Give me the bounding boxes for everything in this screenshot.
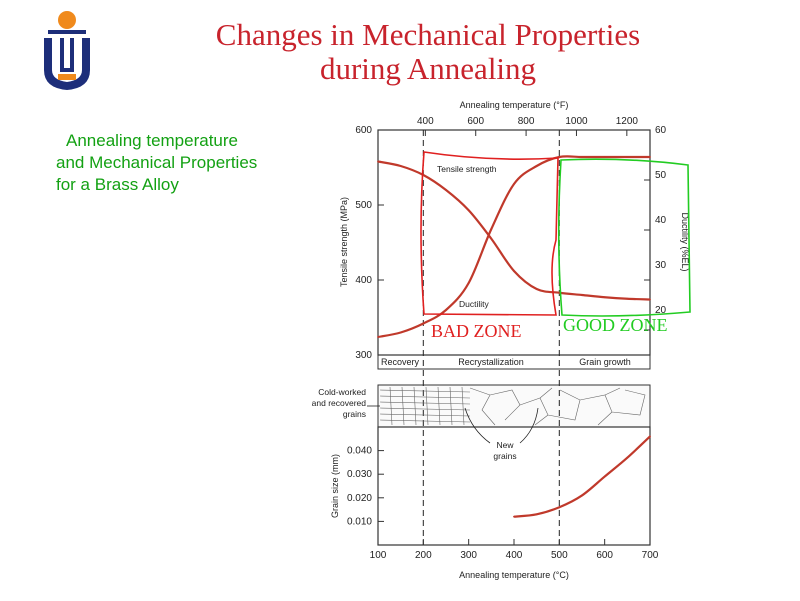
tensile-tick-label: 300 xyxy=(355,350,372,361)
new-grains-pointer-1 xyxy=(464,407,491,444)
series-label-tensile: Tensile strength xyxy=(437,164,497,174)
data-point-grain-size xyxy=(558,506,561,509)
data-point-ductility xyxy=(558,156,561,158)
data-point-ductility xyxy=(377,336,379,338)
fahrenheit-tick-label: 1200 xyxy=(616,116,639,127)
data-point-grain-size xyxy=(649,435,651,438)
region-recrystallization: Recrystallization xyxy=(458,357,524,367)
slide-title-line2: during Annealing xyxy=(319,51,537,86)
grain-size-tick-label: 0.020 xyxy=(347,493,372,504)
data-point-ductility xyxy=(603,156,606,158)
data-point-ductility xyxy=(581,156,583,158)
university-logo-icon xyxy=(44,11,90,90)
data-point-tensile-strength xyxy=(490,237,493,240)
ylabel-grain-size: Grain size (mm) xyxy=(330,454,340,518)
xlabel-temperature: Annealing temperature (°C) xyxy=(459,570,569,580)
data-point-tensile-strength xyxy=(445,189,447,191)
ductility-tick-label: 30 xyxy=(655,260,667,271)
region-grain-growth: Grain growth xyxy=(579,357,631,367)
bad-zone-label: BAD ZONE xyxy=(431,321,522,341)
grain-size-tick-label: 0.010 xyxy=(347,516,372,527)
data-point-tensile-strength xyxy=(626,297,629,300)
data-point-tensile-strength xyxy=(513,270,515,272)
side-caption-line1: Annealing temperature xyxy=(66,131,239,150)
tensile-tick-label: 400 xyxy=(355,275,372,286)
celsius-tick-label: 500 xyxy=(551,550,568,561)
data-point-ductility xyxy=(467,282,470,284)
data-point-ductility xyxy=(490,228,493,230)
data-point-grain-size xyxy=(513,515,515,518)
ductility-tick-label: 20 xyxy=(655,305,667,316)
new-grains-label-2: grains xyxy=(493,451,516,461)
micro-label-3: grains xyxy=(343,409,366,419)
top-axis-label: Annealing temperature (°F) xyxy=(460,100,569,110)
data-point-tensile-strength xyxy=(581,294,583,296)
grain-size-tick-label: 0.040 xyxy=(347,446,372,457)
celsius-tick-label: 200 xyxy=(415,550,432,561)
microstructure-illustration xyxy=(379,386,646,426)
data-point-ductility xyxy=(535,165,538,167)
series-line-grain-size xyxy=(513,435,651,518)
data-point-tensile-strength xyxy=(377,160,379,163)
side-caption: Annealing temperature and Mechanical Pro… xyxy=(56,130,257,196)
data-point-grain-size xyxy=(603,475,606,478)
data-point-ductility xyxy=(422,322,425,325)
tensile-tick-label: 500 xyxy=(355,200,372,211)
fahrenheit-tick-label: 1000 xyxy=(565,116,588,127)
celsius-tick-label: 100 xyxy=(370,550,387,561)
data-point-tensile-strength xyxy=(535,288,538,290)
data-point-grain-size xyxy=(626,456,629,459)
data-point-tensile-strength xyxy=(399,165,402,167)
celsius-tick-label: 400 xyxy=(506,550,523,561)
good-zone-outline xyxy=(557,158,691,317)
region-recovery: Recovery xyxy=(381,357,420,367)
data-point-tensile-strength xyxy=(467,209,470,212)
bad-zone-outline xyxy=(420,151,559,316)
data-point-ductility xyxy=(626,156,629,158)
micro-label-1: Cold-worked xyxy=(318,387,366,397)
ductility-tick-label: 40 xyxy=(655,215,667,226)
fahrenheit-tick-label: 400 xyxy=(417,116,434,127)
data-point-ductility xyxy=(445,309,447,311)
series-label-ductility: Ductility xyxy=(459,299,490,309)
slide-title-line1: Changes in Mechanical Properties xyxy=(215,17,641,52)
grain-size-tick-label: 0.030 xyxy=(347,469,372,480)
data-point-grain-size xyxy=(535,513,538,516)
new-grains-label-1: New xyxy=(496,440,514,450)
ductility-tick-label: 50 xyxy=(655,170,667,181)
new-grains-pointer-2 xyxy=(519,407,539,444)
side-caption-line2: and Mechanical Properties xyxy=(56,153,258,172)
fahrenheit-tick-label: 800 xyxy=(518,116,535,127)
data-point-ductility xyxy=(399,331,402,334)
good-zone-label: GOOD ZONE xyxy=(563,315,667,335)
data-point-tensile-strength xyxy=(649,298,651,301)
fahrenheit-tick-label: 600 xyxy=(467,116,484,127)
lower-plot-frame xyxy=(377,426,651,546)
data-point-ductility xyxy=(649,156,651,158)
micro-label-2: and recovered xyxy=(312,398,367,408)
celsius-tick-label: 600 xyxy=(596,550,613,561)
region-band xyxy=(377,354,651,370)
celsius-tick-label: 700 xyxy=(642,550,659,561)
ductility-axis-ticks xyxy=(644,129,650,331)
side-caption-line3: for a Brass Alloy xyxy=(56,175,179,194)
ylabel-tensile: Tensile strength (MPa) xyxy=(339,197,349,287)
tensile-tick-label: 600 xyxy=(355,125,372,136)
celsius-tick-label: 300 xyxy=(460,550,477,561)
data-point-grain-size xyxy=(581,494,583,497)
data-point-tensile-strength xyxy=(603,296,606,299)
ductility-tick-label: 60 xyxy=(655,125,667,136)
ylabel-ductility: Ductility (%EL) xyxy=(680,212,690,271)
data-point-ductility xyxy=(513,183,515,185)
